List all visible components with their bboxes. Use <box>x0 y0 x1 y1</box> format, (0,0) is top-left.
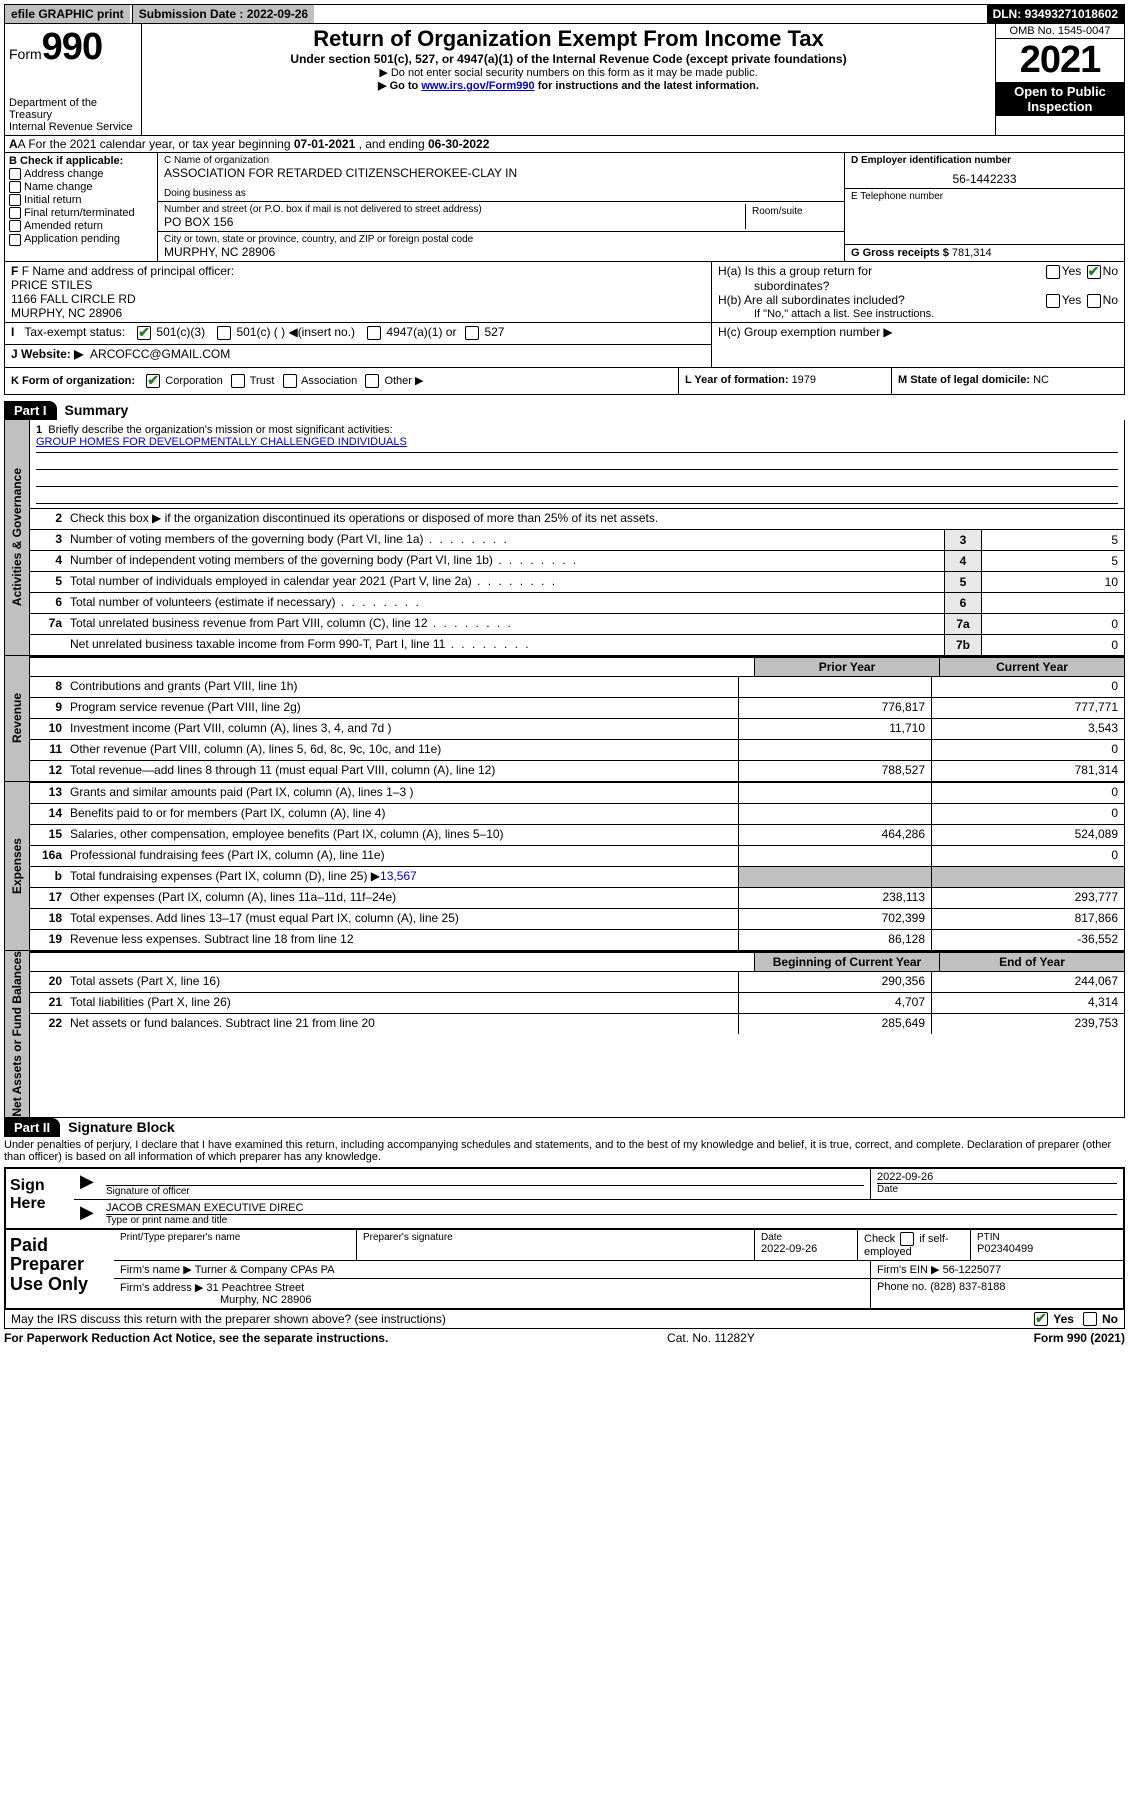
summary-netassets: Net Assets or Fund Balances Beginning of… <box>4 951 1125 1118</box>
omb-number: OMB No. 1545-0047 <box>996 24 1124 39</box>
chk-final-return[interactable] <box>9 207 21 219</box>
chk-app-pending[interactable] <box>9 234 21 246</box>
arrow-icon: ▶ <box>74 1200 100 1228</box>
addr-label: Number and street (or P.O. box if mail i… <box>164 204 745 215</box>
part-2-header: Part II <box>4 1118 60 1137</box>
l7a-val: 0 <box>981 614 1124 634</box>
instructions-link[interactable]: www.irs.gov/Form990 <box>421 80 534 92</box>
org-city: MURPHY, NC 28906 <box>164 245 838 259</box>
chk-ha-no[interactable] <box>1087 265 1101 279</box>
chk-initial-return[interactable] <box>9 194 21 206</box>
mission-text: GROUP HOMES FOR DEVELOPMENTALLY CHALLENG… <box>36 436 1118 453</box>
paid-preparer-block: Paid Preparer Use Only Print/Type prepar… <box>4 1230 1125 1310</box>
form-title: Return of Organization Exempt From Incom… <box>148 26 989 52</box>
topbar: efile GRAPHIC print Submission Date : 20… <box>4 4 1125 24</box>
submission-date: Submission Date : 2022-09-26 <box>132 5 314 23</box>
form-number: Form990 <box>9 26 137 69</box>
l5-val: 10 <box>981 572 1124 592</box>
firm-addr2: Murphy, NC 28906 <box>220 1294 312 1306</box>
ein-label: D Employer identification number <box>851 155 1118 166</box>
instructions-note: ▶ Go to www.irs.gov/Form990 for instruct… <box>148 79 989 92</box>
form-header: Form990 Department of the Treasury Inter… <box>4 24 1125 136</box>
website-value: ARCOFCC@GMAIL.COM <box>90 347 230 361</box>
chk-hb-yes[interactable] <box>1046 294 1060 308</box>
dba-label: Doing business as <box>164 188 838 199</box>
l6-val <box>981 593 1124 613</box>
page-footer: For Paperwork Reduction Act Notice, see … <box>4 1329 1125 1347</box>
discuss-row: May the IRS discuss this return with the… <box>4 1310 1125 1330</box>
side-expenses: Expenses <box>10 838 24 894</box>
officer-name: PRICE STILES <box>11 278 705 292</box>
firm-name: Turner & Company CPAs PA <box>195 1264 335 1276</box>
identity-block: B Check if applicable: Address change Na… <box>4 153 1125 262</box>
chk-ha-yes[interactable] <box>1046 265 1060 279</box>
summary-expenses: Expenses 13Grants and similar amounts pa… <box>4 782 1125 951</box>
chk-527[interactable] <box>465 326 479 340</box>
dln: DLN: 93493271018602 <box>987 5 1124 23</box>
chk-hb-no[interactable] <box>1087 294 1101 308</box>
summary-governance: Activities & Governance 1 Briefly descri… <box>4 420 1125 656</box>
chk-discuss-yes[interactable] <box>1034 1312 1048 1326</box>
side-netassets: Net Assets or Fund Balances <box>10 951 24 1117</box>
sig-intro: Under penalties of perjury, I declare th… <box>4 1137 1125 1165</box>
irs-label: Internal Revenue Service <box>9 121 137 133</box>
chk-trust[interactable] <box>231 374 245 388</box>
sign-here-block: Sign Here ▶ Signature of officer 2022-09… <box>4 1167 1125 1230</box>
tax-year: 2021 <box>996 39 1124 82</box>
chk-name-change[interactable] <box>9 181 21 193</box>
firm-addr1: 31 Peachtree Street <box>206 1282 304 1294</box>
year-formation: L Year of formation: 1979 <box>678 368 891 394</box>
paid-preparer-label: Paid Preparer Use Only <box>6 1230 114 1308</box>
officer-addr1: 1166 FALL CIRCLE RD <box>11 292 705 306</box>
org-address: PO BOX 156 <box>164 215 745 229</box>
org-name-label: C Name of organization <box>164 155 838 166</box>
part-1-header: Part I <box>4 401 57 420</box>
officer-block: F F Name and address of principal office… <box>4 262 1125 368</box>
firm-phone: (828) 837-8188 <box>930 1281 1005 1293</box>
gross-receipts: G Gross receipts $ 781,314 <box>851 247 1118 259</box>
checkbox-column: B Check if applicable: Address change Na… <box>5 153 158 261</box>
ein-value: 56-1442233 <box>851 172 1118 186</box>
l7b-val: 0 <box>981 635 1124 655</box>
side-governance: Activities & Governance <box>10 468 24 606</box>
hdr-end: End of Year <box>939 953 1124 971</box>
chk-assoc[interactable] <box>283 374 297 388</box>
org-name: ASSOCIATION FOR RETARDED CITIZENSCHEROKE… <box>164 166 838 180</box>
hdr-prior: Prior Year <box>754 658 939 676</box>
efile-print-button[interactable]: efile GRAPHIC print <box>5 5 130 23</box>
chk-501c[interactable] <box>217 326 231 340</box>
sign-here-label: Sign Here <box>6 1169 74 1228</box>
l4-val: 5 <box>981 551 1124 571</box>
ssn-note: ▶ Do not enter social security numbers o… <box>148 66 989 79</box>
firm-ein: 56-1225077 <box>943 1264 1002 1276</box>
l3-val: 5 <box>981 530 1124 550</box>
state-domicile: M State of legal domicile: NC <box>891 368 1124 394</box>
arrow-icon: ▶ <box>74 1169 100 1199</box>
form-subtitle: Under section 501(c), 527, or 4947(a)(1)… <box>148 52 989 66</box>
summary-revenue: Revenue Prior YearCurrent Year 8Contribu… <box>4 656 1125 782</box>
side-revenue: Revenue <box>10 693 24 743</box>
hdr-current: Current Year <box>939 658 1124 676</box>
form-org-row: K Form of organization: Corporation Trus… <box>4 368 1125 395</box>
tax-year-row: AA For the 2021 calendar year, or tax ye… <box>4 136 1125 153</box>
hdr-begin: Beginning of Current Year <box>754 953 939 971</box>
chk-self-employed[interactable] <box>900 1232 914 1246</box>
city-label: City or town, state or province, country… <box>164 234 838 245</box>
dept-treasury: Department of the Treasury <box>9 97 137 121</box>
room-suite-label: Room/suite <box>746 204 838 229</box>
chk-4947[interactable] <box>367 326 381 340</box>
officer-addr2: MURPHY, NC 28906 <box>11 306 705 320</box>
chk-discuss-no[interactable] <box>1083 1312 1097 1326</box>
chk-501c3[interactable] <box>137 326 151 340</box>
open-public: Open to Public Inspection <box>996 82 1124 116</box>
chk-other[interactable] <box>365 374 379 388</box>
chk-amended[interactable] <box>9 220 21 232</box>
signer-name: JACOB CRESMAN EXECUTIVE DIREC <box>106 1202 1117 1214</box>
phone-label: E Telephone number <box>851 191 1118 202</box>
chk-corp[interactable] <box>146 374 160 388</box>
chk-address-change[interactable] <box>9 168 21 180</box>
